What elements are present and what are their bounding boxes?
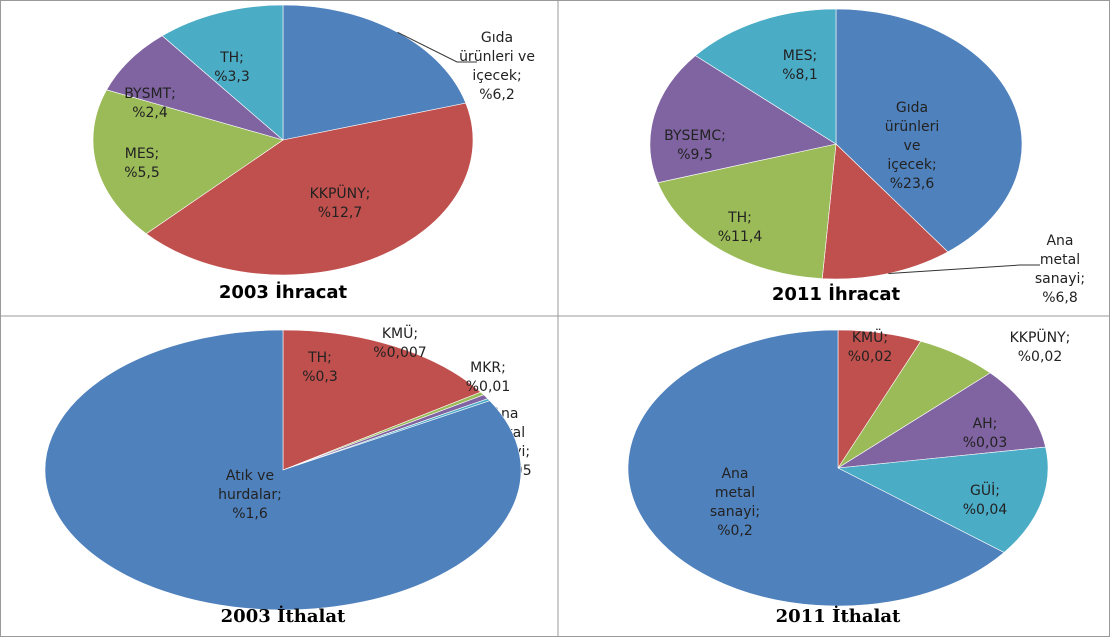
pie-slice [821, 143, 949, 280]
data-label: GÜİ; %0,04 [963, 481, 1008, 518]
data-label: KMÜ; %0,007 [373, 324, 426, 361]
label-line: içecek; [472, 68, 521, 84]
data-label: MES; %8,1 [782, 48, 818, 83]
data-label: BYSMT; %2,4 [124, 86, 176, 121]
data-label: TH; %11,4 [718, 210, 763, 245]
chart-title: 2011 İthalat [776, 604, 901, 627]
data-label: KMÜ; %0,02 [848, 328, 892, 365]
label-line: %3,3 [214, 69, 250, 85]
pie-slice [627, 329, 1005, 607]
label-line: KKPÜNY; [1010, 328, 1071, 346]
label-line: Ana [721, 466, 748, 482]
label-line: %1,6 [232, 506, 268, 522]
label-line: Gıda [896, 100, 928, 116]
label-line: TH; [307, 350, 332, 366]
label-line: %0,03 [963, 435, 1007, 451]
label-line: %8,1 [782, 67, 818, 83]
label-line: ürünleri ve [459, 49, 535, 65]
data-label: Ana metal sanayi; %0,2 [710, 466, 760, 539]
pie-slice [837, 372, 1046, 469]
pie-slice [92, 89, 284, 235]
label-line: KKPÜNY; [310, 184, 371, 202]
pie-slice [694, 8, 837, 145]
label-line: %12,7 [318, 205, 362, 221]
data-label: MKR; %0,01 [466, 360, 510, 395]
data-label: BYSEMC; %9,5 [664, 128, 726, 163]
pie-slice [106, 35, 284, 141]
label-line: metal [1040, 252, 1080, 268]
label-line: KMÜ; [852, 328, 888, 346]
label-line: %9,5 [677, 147, 713, 163]
label-line: ürünleri [885, 119, 940, 135]
label-line: %11,4 [718, 229, 763, 245]
pie-slice [282, 4, 467, 141]
label-line: BYSEMC; [664, 128, 726, 144]
label-line: KMÜ; [382, 324, 418, 342]
chart-title: 2011 İhracat [772, 283, 901, 305]
label-line: TH; [219, 50, 244, 66]
chart-title: 2003 İhracat [219, 281, 348, 303]
data-label: Gıda ürünleri ve içecek; %6,2 [459, 30, 535, 103]
label-line: %0,2 [717, 523, 753, 539]
label-line: MES; [783, 48, 818, 64]
label-line: metal [715, 485, 755, 501]
label-line: Ana [1046, 233, 1073, 249]
data-label: TH; %3,3 [214, 50, 250, 85]
pie-slice [836, 446, 1049, 553]
label-line: AH; [973, 416, 998, 432]
data-label: KKPÜNY; %12,7 [310, 184, 371, 221]
label-line: %2,4 [132, 105, 168, 121]
label-line: ve [904, 138, 921, 154]
label-line: Gıda [481, 30, 513, 46]
data-label: Ana metal sanayi; %6,8 [1035, 233, 1085, 306]
pie-slice [649, 55, 837, 184]
label-line: MKR; [470, 360, 506, 376]
pie-slice [657, 143, 837, 279]
label-line: TH; [727, 210, 752, 226]
label-line: %23,6 [890, 176, 935, 192]
data-label: Gıda ürünleri ve içecek; %23,6 [885, 100, 940, 192]
label-line: sanayi; [710, 504, 760, 520]
pie-slice [282, 329, 482, 471]
label-line: sanayi; [1035, 271, 1085, 287]
data-label: AH; %0,03 [963, 416, 1007, 451]
label-line: içecek; [887, 157, 936, 173]
pie-slice [161, 4, 284, 141]
label-line: BYSMT; [124, 86, 176, 102]
label-line: Atık ve [226, 468, 274, 484]
leader-line [888, 264, 1040, 275]
label-line: %0,02 [848, 349, 892, 365]
label-line: %0,007 [373, 345, 426, 361]
data-label: TH; %0,3 [302, 350, 338, 385]
pie-slice [835, 8, 1023, 253]
label-line: %0,01 [466, 379, 510, 395]
label-line: GÜİ; [970, 481, 1000, 499]
label-line: hurdalar; [218, 487, 282, 503]
label-line: %6,8 [1042, 290, 1078, 306]
label-line: %0,3 [302, 369, 338, 385]
label-line: MES; [125, 146, 160, 162]
pie-slice [145, 102, 474, 276]
leader-line [397, 31, 477, 63]
chart-title: 2003 İthalat [221, 604, 346, 627]
label-line: %6,2 [479, 87, 515, 103]
label-line: %5,5 [124, 165, 160, 181]
data-label: KKPÜNY; %0,02 [1010, 328, 1071, 365]
pie-slice [44, 329, 522, 611]
label-line: %0,04 [963, 502, 1008, 518]
data-label: MES; %5,5 [124, 146, 160, 181]
label-line: %0,02 [1018, 349, 1062, 365]
data-label: Atık ve hurdalar; %1,6 [218, 468, 282, 522]
